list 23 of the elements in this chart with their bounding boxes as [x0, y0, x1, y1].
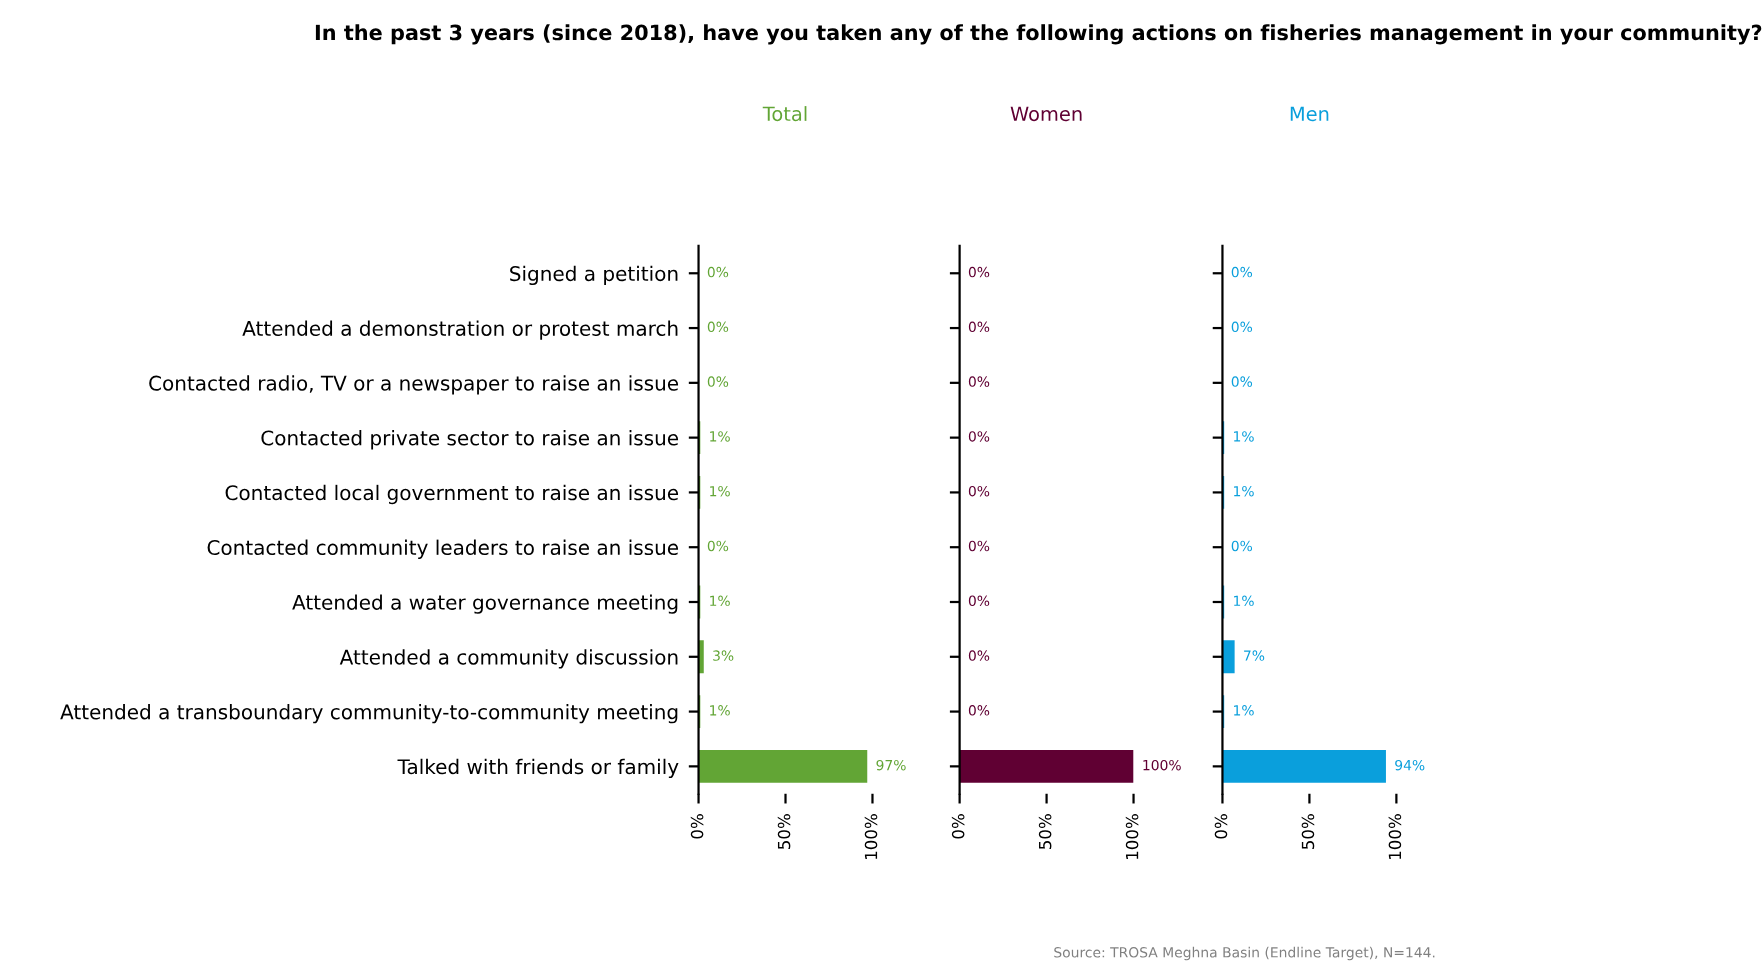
- x-tick-label: 0%: [1214, 814, 1228, 839]
- x-tick-label: 50%: [777, 814, 791, 849]
- y-tick-label: Talked with friends or family: [397, 758, 679, 779]
- chart-title: Men: [1290, 106, 1329, 122]
- y-tick-label: Contacted community leaders to raise an issue: [207, 539, 679, 559]
- y-tick-label: Attended a transboundary community-to-community meeting: [60, 703, 678, 724]
- y-tick-label: Contacted private sector to raise an issue: [261, 430, 679, 450]
- x-tick-label: 100%: [1388, 814, 1402, 860]
- x-tick-label: 100%: [864, 814, 878, 860]
- y-tick-label: Attended a community discussion: [339, 649, 678, 669]
- x-tick-label: 0%: [951, 814, 965, 839]
- chart-title: Total: [762, 106, 807, 122]
- x-tick-label: 50%: [1038, 814, 1052, 849]
- x-tick-label: 0%: [690, 814, 704, 839]
- x-tick-label: 100%: [1125, 814, 1139, 860]
- y-tick-label: Contacted local government to raise an issue: [225, 484, 679, 505]
- y-tick-label: Attended a water governance meeting: [292, 594, 678, 614]
- y-tick-label: Signed a petition: [510, 265, 678, 286]
- x-tick-label: 50%: [1301, 814, 1315, 849]
- chart-title: Women: [1010, 106, 1082, 122]
- y-tick-label: Contacted radio, TV or a newspaper to raise an issue: [149, 375, 679, 395]
- y-tick-label: Attended a demonstration or protest march: [242, 320, 678, 340]
- text: In the past 3 years (since 2018), have you taken any of the following actions on fisheries management in your community?: [315, 24, 1762, 45]
